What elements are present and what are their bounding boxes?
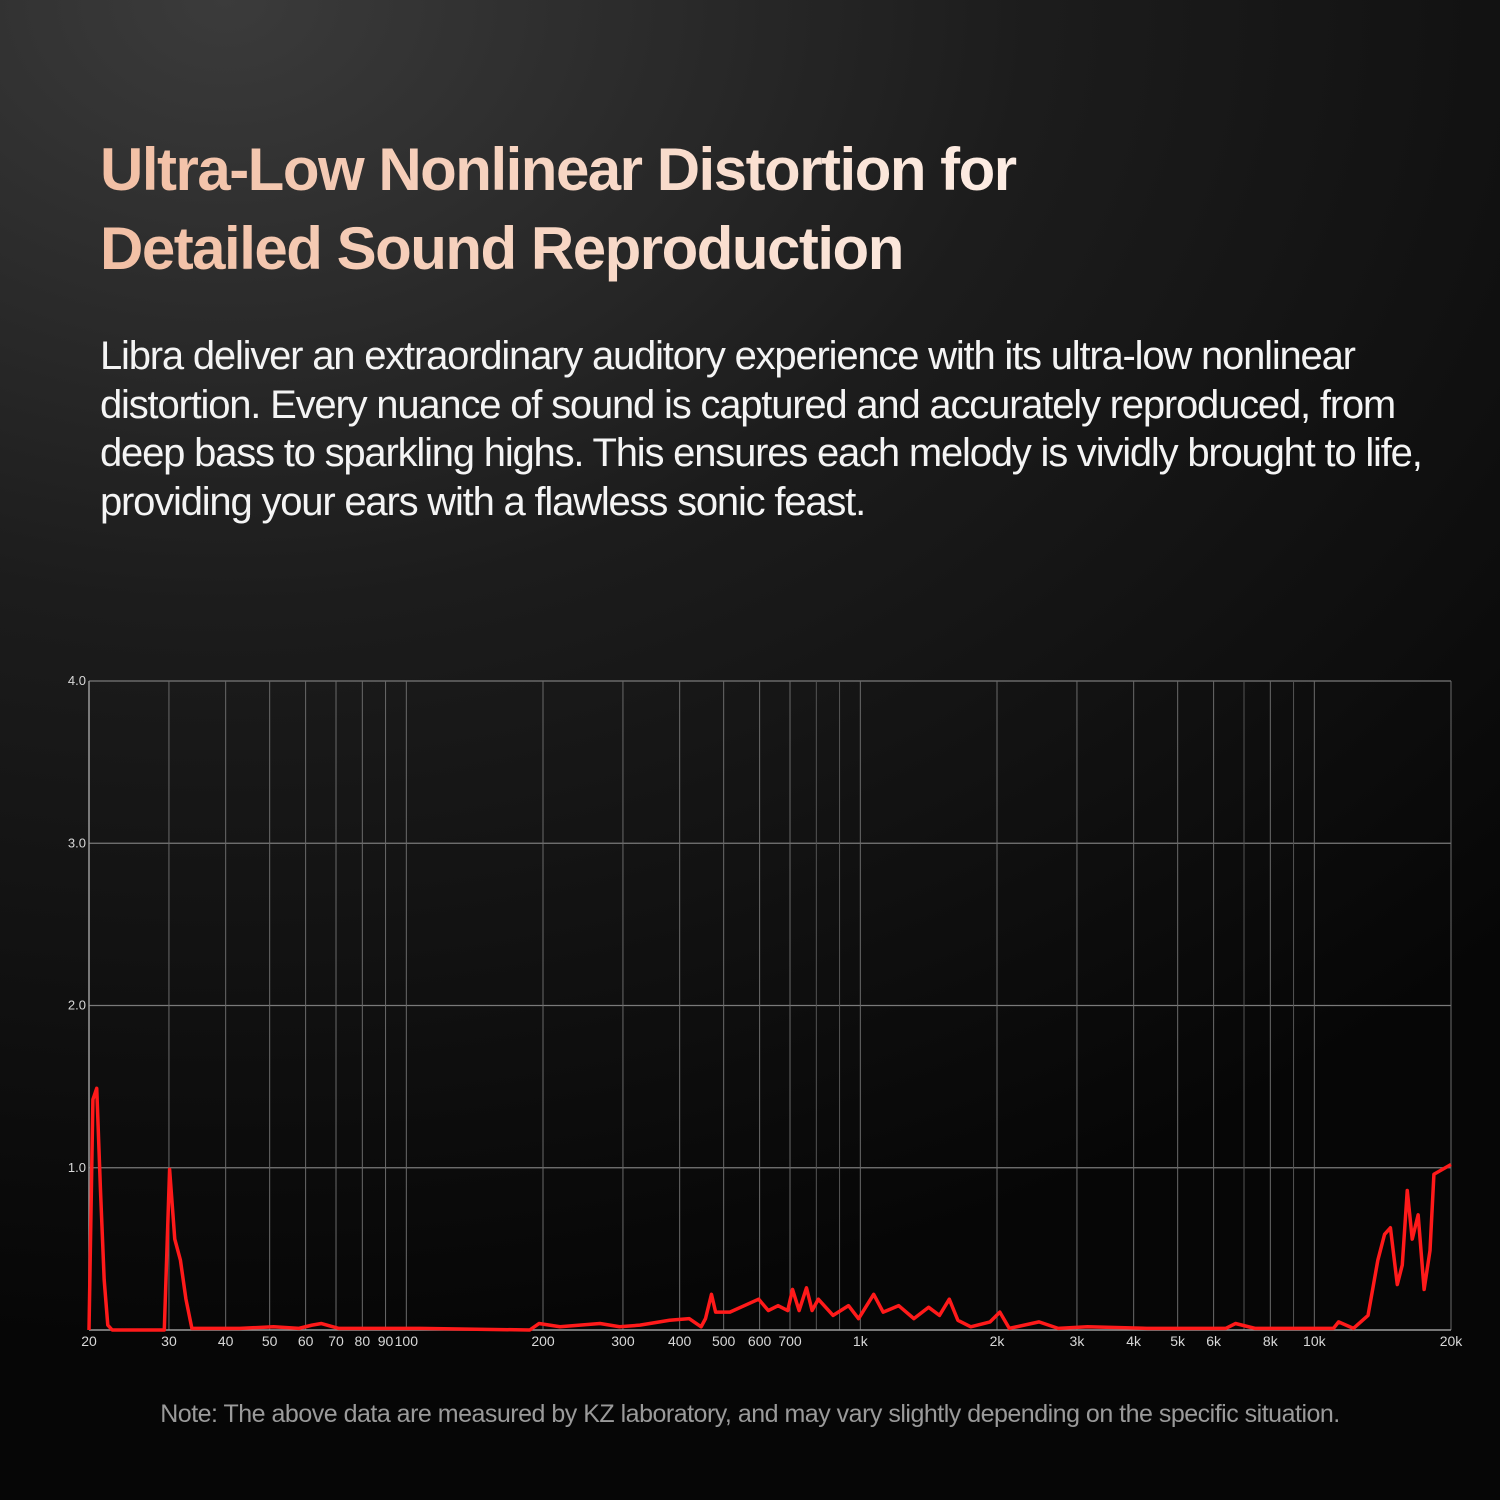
- description: Libra deliver an extraordinary auditory …: [100, 334, 1423, 524]
- x-tick-label: 200: [531, 1333, 555, 1349]
- y-tick-label: 2.0: [68, 998, 86, 1013]
- x-tick-label: 4k: [1126, 1333, 1142, 1349]
- x-tick-label: 20: [81, 1333, 97, 1349]
- x-tick-label: 10k: [1303, 1333, 1327, 1349]
- x-tick-label: 3k: [1070, 1333, 1086, 1349]
- x-tick-label: 5k: [1170, 1333, 1186, 1349]
- x-tick-label: 300: [611, 1333, 635, 1349]
- x-tick-label: 80: [355, 1333, 371, 1349]
- x-tick-label: 40: [218, 1333, 234, 1349]
- x-tick-label: 90: [378, 1333, 394, 1349]
- x-tick-label: 100: [395, 1333, 419, 1349]
- x-tick-label: 6k: [1206, 1333, 1222, 1349]
- y-tick-label: 4.0: [68, 673, 86, 688]
- x-tick-label: 60: [298, 1333, 314, 1349]
- data-line: [87, 1086, 1452, 1332]
- x-tick-label: 600: [748, 1333, 772, 1349]
- x-tick-label: 70: [328, 1333, 344, 1349]
- y-tick-label: 1.0: [68, 1160, 86, 1175]
- x-tick-label: 2k: [990, 1333, 1006, 1349]
- x-tick-label: 30: [161, 1333, 177, 1349]
- x-tick-label: 400: [668, 1333, 692, 1349]
- x-tick-label: 20k: [1440, 1333, 1464, 1349]
- x-tick-label: 500: [712, 1333, 736, 1349]
- x-tick-label: 8k: [1263, 1333, 1279, 1349]
- footnote: Note: The above data are measured by KZ …: [160, 1400, 1340, 1428]
- x-tick-label: 700: [778, 1333, 802, 1349]
- x-tick-label: 1k: [853, 1333, 869, 1349]
- y-tick-label: 3.0: [68, 835, 86, 850]
- x-tick-label: 50: [262, 1333, 278, 1349]
